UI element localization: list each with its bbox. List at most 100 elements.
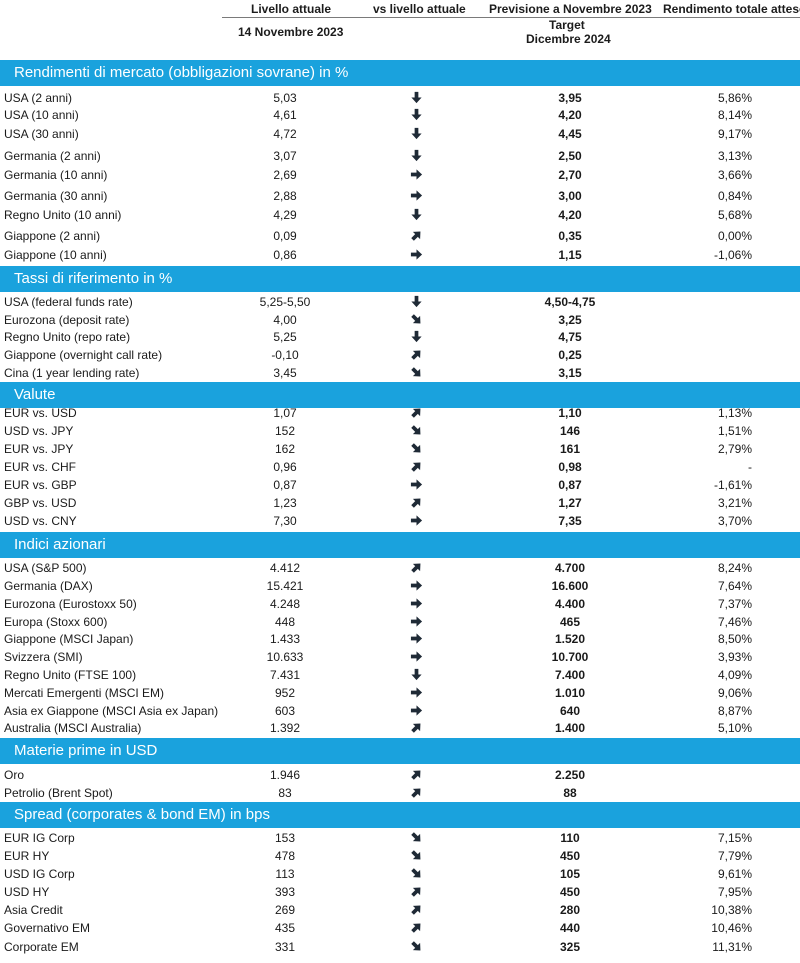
arrow-down-icon bbox=[403, 149, 429, 163]
row-label: Germania (2 anni) bbox=[4, 149, 101, 163]
arrow-down-icon bbox=[403, 91, 429, 105]
section-header: Tassi di riferimento in % bbox=[0, 266, 800, 292]
row-label: GBP vs. USD bbox=[4, 496, 77, 510]
header-target-date: Dicembre 2024 bbox=[526, 32, 611, 46]
current-level-value: 162 bbox=[274, 442, 296, 456]
current-level-value: 603 bbox=[274, 704, 296, 718]
section-header: Indici azionari bbox=[0, 532, 800, 558]
header-expected-return: Rendimento totale atteso bbox=[663, 2, 800, 16]
header-target-label: Target bbox=[549, 18, 585, 32]
row-label: Europa (Stoxx 600) bbox=[4, 615, 108, 629]
arrow-up-right-icon bbox=[403, 496, 429, 510]
arrow-down-right-icon bbox=[403, 849, 429, 863]
expected-return-value: 4,09% bbox=[717, 668, 752, 682]
target-value: 88 bbox=[563, 786, 577, 800]
target-value: 325 bbox=[559, 940, 581, 954]
expected-return-value: 3,13% bbox=[717, 149, 752, 163]
current-level-value: 15.421 bbox=[266, 579, 304, 593]
target-value: 1,10 bbox=[558, 406, 582, 420]
current-level-value: 1.392 bbox=[269, 721, 301, 735]
current-level-value: 1.433 bbox=[269, 632, 301, 646]
target-value: 146 bbox=[559, 424, 581, 438]
row-label: Corporate EM bbox=[4, 940, 79, 954]
arrow-up-right-icon bbox=[403, 460, 429, 474]
current-level-value: 4,61 bbox=[273, 108, 297, 122]
expected-return-value: -1,61% bbox=[713, 478, 752, 492]
target-value: 3,15 bbox=[558, 366, 582, 380]
arrow-up-right-icon bbox=[403, 885, 429, 899]
target-value: 4,45 bbox=[558, 127, 582, 141]
expected-return-value: 8,87% bbox=[717, 704, 752, 718]
header-current-date: 14 Novembre 2023 bbox=[238, 25, 344, 39]
section-header: Rendimenti di mercato (obbligazioni sovr… bbox=[0, 60, 800, 86]
expected-return-value: 11,31% bbox=[712, 940, 752, 954]
target-value: 1.010 bbox=[554, 686, 586, 700]
current-level-value: 5,25 bbox=[273, 330, 297, 344]
expected-return-value: 3,21% bbox=[717, 496, 752, 510]
row-label: Giappone (overnight call rate) bbox=[4, 348, 163, 362]
row-label: Mercati Emergenti (MSCI EM) bbox=[4, 686, 165, 700]
header-divider bbox=[222, 17, 800, 18]
target-value: 7.400 bbox=[554, 668, 586, 682]
target-value: 465 bbox=[559, 615, 581, 629]
row-label: Petrolio (Brent Spot) bbox=[4, 786, 113, 800]
section-header: Materie prime in USD bbox=[0, 738, 800, 764]
current-level-value: 952 bbox=[274, 686, 296, 700]
arrow-right-icon bbox=[403, 686, 429, 700]
current-level-value: -0,10 bbox=[271, 348, 299, 362]
target-value: 10.700 bbox=[551, 650, 589, 664]
expected-return-value: 5,10% bbox=[717, 721, 752, 735]
row-label: Governativo EM bbox=[4, 921, 91, 935]
current-level-value: 0,96 bbox=[273, 460, 297, 474]
row-label: Oro bbox=[4, 768, 25, 782]
current-level-value: 10.633 bbox=[266, 650, 304, 664]
row-label: EUR vs. USD bbox=[4, 406, 77, 420]
row-label: Germania (30 anni) bbox=[4, 189, 108, 203]
expected-return-value: 8,50% bbox=[717, 632, 752, 646]
target-value: 1.520 bbox=[554, 632, 586, 646]
expected-return-value: 8,14% bbox=[717, 108, 752, 122]
target-value: 0,98 bbox=[558, 460, 582, 474]
arrow-down-icon bbox=[403, 295, 429, 309]
target-value: 2,70 bbox=[558, 168, 582, 182]
current-level-value: 5,25-5,50 bbox=[259, 295, 311, 309]
current-level-value: 0,87 bbox=[273, 478, 297, 492]
target-value: 4.400 bbox=[554, 597, 586, 611]
arrow-down-right-icon bbox=[403, 313, 429, 327]
arrow-down-right-icon bbox=[403, 366, 429, 380]
row-label: Regno Unito (10 anni) bbox=[4, 208, 122, 222]
arrow-up-right-icon bbox=[403, 903, 429, 917]
current-level-value: 0,86 bbox=[273, 248, 297, 262]
expected-return-value: -1,06% bbox=[713, 248, 752, 262]
target-value: 4.700 bbox=[554, 561, 586, 575]
current-level-value: 113 bbox=[275, 867, 295, 881]
row-label: Asia ex Giappone (MSCI Asia ex Japan) bbox=[4, 704, 219, 718]
current-level-value: 83 bbox=[278, 786, 292, 800]
row-label: Germania (10 anni) bbox=[4, 168, 108, 182]
arrow-up-right-icon bbox=[403, 229, 429, 243]
expected-return-value: 7,37% bbox=[717, 597, 752, 611]
current-level-value: 1,07 bbox=[273, 406, 297, 420]
target-value: 440 bbox=[559, 921, 581, 935]
expected-return-value: 2,79% bbox=[717, 442, 752, 456]
current-level-value: 2,88 bbox=[273, 189, 297, 203]
current-level-value: 269 bbox=[274, 903, 296, 917]
expected-return-value: 10,46% bbox=[711, 921, 752, 935]
expected-return-value: 9,61% bbox=[717, 867, 752, 881]
expected-return-value: 5,68% bbox=[717, 208, 752, 222]
row-label: Eurozona (Eurostoxx 50) bbox=[4, 597, 137, 611]
target-value: 110 bbox=[560, 831, 580, 845]
arrow-down-right-icon bbox=[403, 442, 429, 456]
target-value: 4,50-4,75 bbox=[544, 295, 596, 309]
expected-return-value: 7,46% bbox=[717, 615, 752, 629]
target-value: 4,20 bbox=[558, 208, 582, 222]
target-value: 4,20 bbox=[558, 108, 582, 122]
arrow-down-right-icon bbox=[403, 867, 429, 881]
arrow-right-icon bbox=[403, 579, 429, 593]
row-label: Giappone (2 anni) bbox=[4, 229, 101, 243]
target-value: 1,27 bbox=[558, 496, 582, 510]
current-level-value: 3,07 bbox=[273, 149, 297, 163]
target-value: 4,75 bbox=[558, 330, 582, 344]
current-level-value: 2,69 bbox=[273, 168, 297, 182]
current-level-value: 3,45 bbox=[273, 366, 297, 380]
